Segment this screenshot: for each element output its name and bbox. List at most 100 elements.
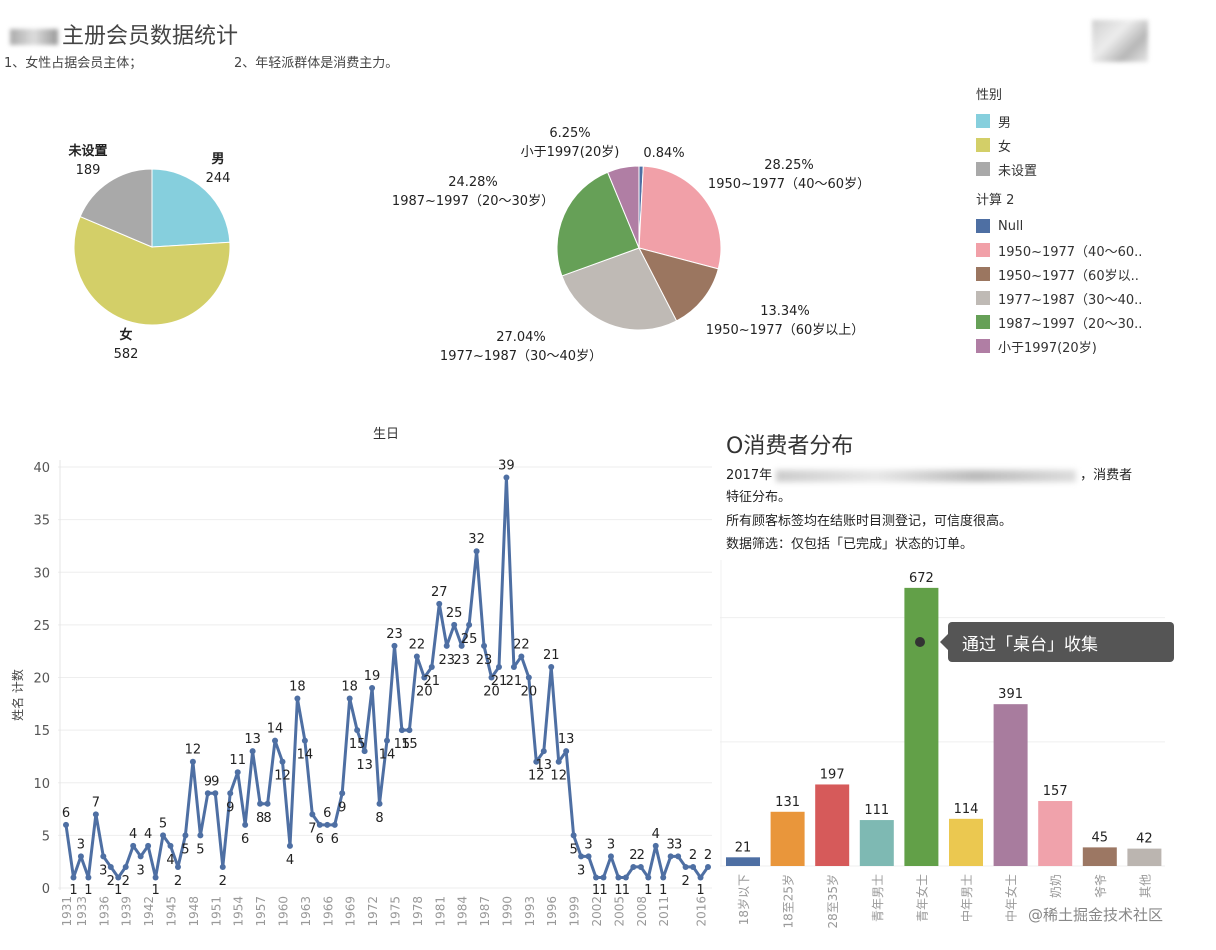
- line-point[interactable]: [488, 674, 495, 681]
- line-point[interactable]: [473, 548, 480, 555]
- line-point[interactable]: [451, 621, 458, 628]
- line-point[interactable]: [481, 642, 488, 649]
- pie-slice-unset[interactable]: [79, 168, 153, 248]
- legend-item-under-20[interactable]: 小于1997(20岁): [976, 334, 1142, 358]
- line-point[interactable]: [63, 821, 69, 828]
- legend-item-30-40[interactable]: 1977~1987（30～40..: [976, 286, 1142, 310]
- bar-5[interactable]: [949, 818, 983, 866]
- line-point[interactable]: [533, 758, 540, 765]
- line-point[interactable]: [316, 821, 323, 828]
- line-point[interactable]: [346, 695, 353, 702]
- line-point[interactable]: [443, 642, 450, 649]
- line-point[interactable]: [301, 737, 308, 744]
- line-point[interactable]: [690, 863, 697, 870]
- line-point[interactable]: [331, 821, 338, 828]
- line-point[interactable]: [652, 842, 659, 849]
- line-point[interactable]: [391, 642, 398, 649]
- pie-slice-60-plus[interactable]: [638, 247, 719, 322]
- line-point[interactable]: [309, 811, 316, 818]
- line-point[interactable]: [428, 663, 435, 670]
- line-point[interactable]: [354, 727, 361, 734]
- line-point[interactable]: [548, 663, 555, 670]
- line-point[interactable]: [92, 811, 99, 818]
- line-point[interactable]: [697, 874, 704, 881]
- line-point[interactable]: [705, 863, 711, 870]
- line-point[interactable]: [286, 842, 293, 849]
- line-point[interactable]: [167, 842, 174, 849]
- line-point[interactable]: [264, 800, 271, 807]
- line-point[interactable]: [495, 663, 502, 670]
- legend-item-20-30[interactable]: 1987~1997（20～30..: [976, 310, 1142, 334]
- line-point[interactable]: [272, 737, 279, 744]
- legend-item-female[interactable]: 女: [976, 133, 1142, 157]
- line-point[interactable]: [458, 642, 465, 649]
- line-point[interactable]: [600, 874, 607, 881]
- line-point[interactable]: [242, 821, 249, 828]
- line-point[interactable]: [85, 874, 92, 881]
- line-point[interactable]: [77, 853, 84, 860]
- line-point[interactable]: [510, 663, 517, 670]
- legend-item-40-60[interactable]: 1950~1977（40～60..: [976, 238, 1142, 262]
- line-point[interactable]: [100, 853, 107, 860]
- bar-9[interactable]: [1127, 848, 1162, 866]
- line-point[interactable]: [413, 653, 420, 660]
- line-point[interactable]: [145, 842, 152, 849]
- line-point[interactable]: [518, 653, 525, 660]
- line-point[interactable]: [219, 863, 226, 870]
- line-point[interactable]: [249, 748, 256, 755]
- line-point[interactable]: [421, 674, 428, 681]
- line-point[interactable]: [540, 748, 547, 755]
- line-point[interactable]: [436, 600, 443, 607]
- line-point[interactable]: [137, 853, 144, 860]
- pie-slice-40-60[interactable]: [638, 165, 722, 270]
- line-point[interactable]: [227, 790, 234, 797]
- line-point[interactable]: [466, 621, 473, 628]
- line-point[interactable]: [503, 474, 510, 481]
- line-point[interactable]: [189, 758, 196, 765]
- pie-slice-male[interactable]: [151, 168, 231, 248]
- legend-item-60-plus[interactable]: 1950~1977（60岁以..: [976, 262, 1142, 286]
- bar-6[interactable]: [993, 704, 1028, 866]
- line-point[interactable]: [361, 748, 368, 755]
- line-point[interactable]: [406, 727, 413, 734]
- line-point[interactable]: [152, 874, 159, 881]
- pie-slice-under-20[interactable]: [606, 165, 640, 249]
- line-point[interactable]: [398, 727, 405, 734]
- line-point[interactable]: [645, 874, 652, 881]
- line-point[interactable]: [294, 695, 301, 702]
- line-point[interactable]: [563, 748, 570, 755]
- line-point[interactable]: [660, 874, 667, 881]
- line-point[interactable]: [324, 821, 331, 828]
- pie-slice-20-30[interactable]: [556, 171, 640, 277]
- bar-3[interactable]: [859, 820, 894, 866]
- line-point[interactable]: [593, 874, 600, 881]
- line-point[interactable]: [115, 874, 122, 881]
- bar-8[interactable]: [1082, 847, 1117, 866]
- pie-slice-female[interactable]: [73, 215, 231, 326]
- line-point[interactable]: [212, 790, 219, 797]
- legend-item-unset[interactable]: 未设置: [976, 157, 1142, 181]
- line-point[interactable]: [70, 874, 77, 881]
- line-point[interactable]: [570, 832, 577, 839]
- line-point[interactable]: [578, 853, 585, 860]
- line-point[interactable]: [675, 853, 682, 860]
- line-point[interactable]: [107, 863, 114, 870]
- line-point[interactable]: [204, 790, 211, 797]
- line-point[interactable]: [585, 853, 592, 860]
- line-point[interactable]: [279, 758, 286, 765]
- bar-2[interactable]: [815, 784, 850, 866]
- line-point[interactable]: [555, 758, 562, 765]
- line-point[interactable]: [637, 863, 644, 870]
- legend-item-null[interactable]: Null: [976, 214, 1142, 238]
- line-point[interactable]: [525, 674, 532, 681]
- line-point[interactable]: [682, 863, 689, 870]
- legend-item-male[interactable]: 男: [976, 109, 1142, 133]
- pie-slice-30-40[interactable]: [561, 247, 678, 331]
- line-point[interactable]: [615, 874, 622, 881]
- line-point[interactable]: [174, 863, 181, 870]
- line-point[interactable]: [197, 832, 204, 839]
- line-point[interactable]: [667, 853, 674, 860]
- line-point[interactable]: [622, 874, 629, 881]
- line-point[interactable]: [130, 842, 137, 849]
- bar-4[interactable]: [904, 587, 939, 866]
